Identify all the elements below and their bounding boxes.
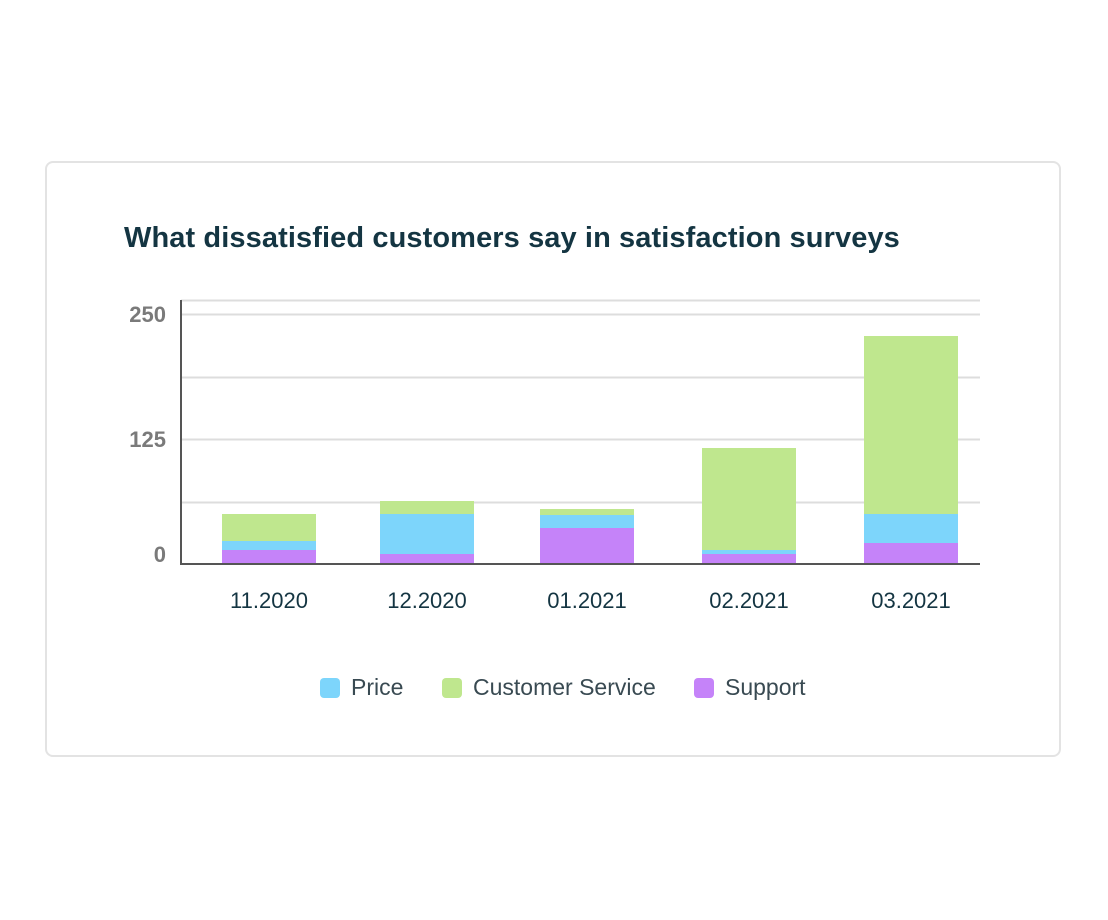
y-axis-ticks: 0 125 250 — [129, 302, 166, 567]
x-tick-label: 02.2021 — [709, 588, 789, 613]
legend-swatch-customer-service — [442, 677, 462, 698]
bar-price-02-2021[interactable] — [702, 550, 796, 554]
bar-customer-service-11-2020[interactable] — [222, 514, 316, 541]
chart-legend: Price Customer Service Support — [0, 674, 1108, 706]
legend-label-price: Price — [351, 674, 404, 700]
bar-customer-service-12-2020[interactable] — [380, 501, 474, 514]
bar-support-03-2021[interactable] — [864, 543, 958, 564]
y-tick-label: 250 — [129, 302, 166, 327]
bar-customer-service-02-2021[interactable] — [702, 448, 796, 550]
bar-series — [222, 336, 958, 564]
axes — [180, 300, 980, 565]
legend-item-price[interactable]: Price — [320, 674, 403, 701]
bar-customer-service-03-2021[interactable] — [864, 336, 958, 514]
x-axis-ticks: 11.2020 12.2020 01.2021 02.2021 03.2021 — [230, 588, 951, 613]
bar-price-03-2021[interactable] — [864, 514, 958, 543]
bar-price-01-2021[interactable] — [540, 515, 634, 528]
x-tick-label: 03.2021 — [871, 588, 951, 613]
legend-swatch-support — [694, 677, 714, 698]
x-tick-label: 01.2021 — [547, 588, 627, 613]
legend-item-customer-service[interactable]: Customer Service — [442, 674, 656, 701]
legend-item-support[interactable]: Support — [694, 674, 806, 701]
y-tick-label: 125 — [129, 427, 166, 452]
legend-label-customer-service: Customer Service — [473, 674, 656, 700]
x-tick-label: 11.2020 — [230, 588, 308, 613]
legend-swatch-price — [320, 677, 340, 698]
chart-title: What dissatisfied customers say in satis… — [124, 222, 900, 254]
bar-support-02-2021[interactable] — [702, 554, 796, 564]
x-tick-label: 12.2020 — [387, 588, 467, 613]
y-tick-label: 0 — [154, 542, 166, 567]
bar-customer-service-01-2021[interactable] — [540, 509, 634, 515]
legend-label-support: Support — [725, 674, 806, 700]
bar-support-12-2020[interactable] — [380, 554, 474, 564]
bar-support-01-2021[interactable] — [540, 528, 634, 564]
bar-price-11-2020[interactable] — [222, 541, 316, 550]
grid-lines — [181, 299, 980, 504]
bar-price-12-2020[interactable] — [380, 514, 474, 554]
bar-support-11-2020[interactable] — [222, 550, 316, 564]
